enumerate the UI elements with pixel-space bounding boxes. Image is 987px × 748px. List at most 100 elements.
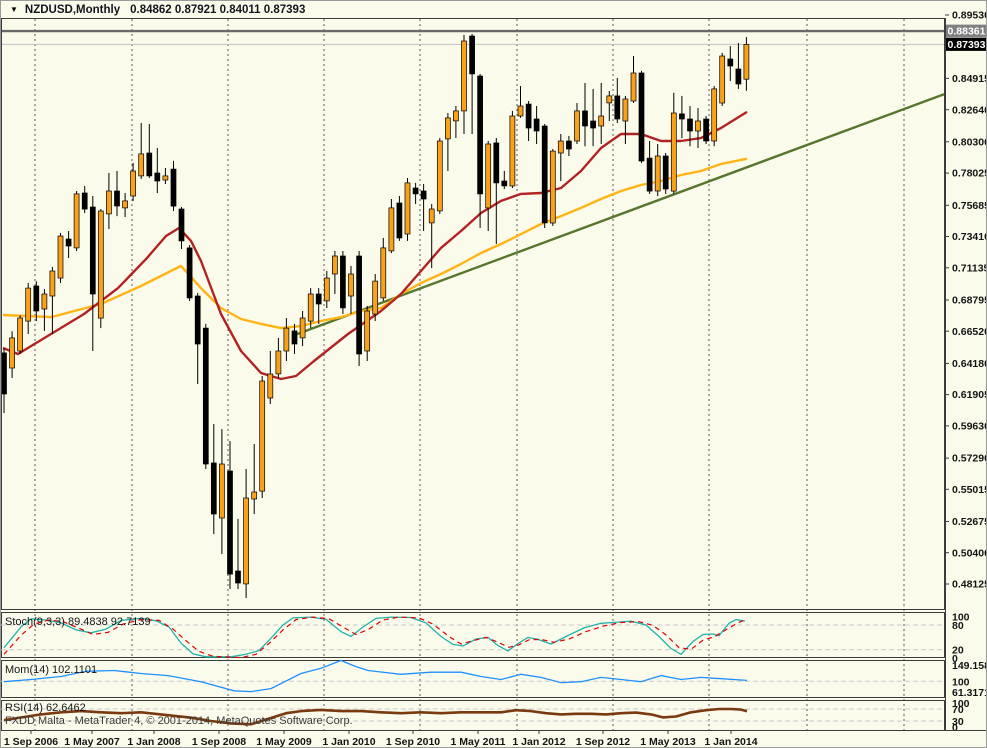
candle xyxy=(727,58,734,67)
candle xyxy=(436,140,443,212)
candle xyxy=(461,40,467,112)
price-axis: 0.89530 0.84915 0.82640 0.80300 0.78025 0.756… xyxy=(945,10,987,591)
candle xyxy=(364,310,371,352)
candle xyxy=(97,210,104,319)
candle xyxy=(533,118,540,132)
candle xyxy=(646,157,653,192)
price-axis-label: 0.66520 xyxy=(952,326,987,338)
candle xyxy=(33,285,40,312)
candle xyxy=(194,295,201,345)
candle xyxy=(574,110,580,142)
stoch-axis-label: 0 xyxy=(952,653,958,665)
candle xyxy=(235,570,241,584)
candle xyxy=(146,152,153,177)
candle xyxy=(283,327,290,352)
candle xyxy=(332,255,338,275)
price-axis-label: 0.68795 xyxy=(952,295,987,307)
candle xyxy=(509,115,516,187)
candle xyxy=(420,190,427,200)
price-axis-label: 0.61905 xyxy=(952,389,987,401)
candle xyxy=(372,280,379,315)
candle xyxy=(1,352,7,395)
candle xyxy=(202,327,209,465)
price-axis-label: 0.84915 xyxy=(952,73,987,85)
price-axis-label: 0.89530 xyxy=(952,10,987,22)
rsi-axis-label: 30 xyxy=(952,716,964,728)
time-axis-label: 1 Sep 2010 xyxy=(386,736,440,748)
momentum-line xyxy=(3,659,748,693)
bid-price-badge-text: 0.87393 xyxy=(948,39,986,51)
candle xyxy=(356,255,362,355)
price-axis-label: 0.71135 xyxy=(952,262,987,274)
candle xyxy=(170,168,177,207)
candle xyxy=(65,238,72,247)
stoch-axis-label: 20 xyxy=(952,645,964,657)
candle xyxy=(493,142,500,184)
candle xyxy=(210,462,217,515)
candle xyxy=(162,175,169,181)
candles-layer xyxy=(1,34,750,598)
main-chart-border xyxy=(1,18,945,610)
uptrend-line[interactable] xyxy=(295,93,945,336)
candle xyxy=(348,273,354,297)
candle xyxy=(566,140,572,150)
time-axis-label: 1 Sep 2008 xyxy=(192,736,246,748)
period-separators xyxy=(34,19,905,730)
bid-price-badge: 0.87393 xyxy=(946,37,986,51)
candle xyxy=(219,463,225,519)
momentum-axis-label: 100 xyxy=(952,676,970,688)
time-axis-label: 1 May 2013 xyxy=(640,736,696,748)
candle xyxy=(711,88,718,142)
candle xyxy=(315,293,322,305)
rsi-axis-label: 100 xyxy=(952,698,970,710)
candle xyxy=(590,120,596,129)
candle xyxy=(106,190,112,215)
candle xyxy=(670,112,677,192)
rsi-label: RSI(14) 62.6462 xyxy=(5,702,86,714)
time-axis-label: 1 Jan 2014 xyxy=(704,736,757,748)
candle xyxy=(598,115,605,127)
candle xyxy=(453,110,459,122)
ma-fast-line xyxy=(2,110,748,381)
candle xyxy=(428,208,435,224)
candle xyxy=(178,208,185,242)
candle xyxy=(57,235,64,279)
candle xyxy=(541,125,548,224)
candle xyxy=(122,200,128,209)
candle xyxy=(259,380,266,492)
candle xyxy=(412,187,419,195)
price-axis-label: 0.78025 xyxy=(952,168,987,180)
price-axis-label: 0.59630 xyxy=(952,421,987,433)
symbol-period-label: NZDUSD,Monthly xyxy=(24,3,121,16)
candle xyxy=(9,337,15,369)
time-axis-label: 1 Sep 2012 xyxy=(576,736,630,748)
momentum-axis-label: 61.3171 xyxy=(952,687,987,699)
candle xyxy=(687,118,693,132)
candle xyxy=(186,247,193,299)
candle xyxy=(396,202,403,239)
candle xyxy=(267,373,274,399)
chart-menu-dropdown-icon[interactable]: ▼ xyxy=(10,5,18,14)
candle xyxy=(501,180,508,187)
candle xyxy=(291,330,298,345)
price-axis-label: 0.57290 xyxy=(952,453,987,465)
candle xyxy=(582,110,588,127)
chart-title-bar: ▼ NZDUSD,Monthly 0.84862 0.87921 0.84011… xyxy=(1,1,986,18)
candle xyxy=(251,491,258,500)
candle xyxy=(388,207,395,252)
candle xyxy=(130,170,136,197)
candle xyxy=(485,143,492,209)
time-axis-label: 1 May 2011 xyxy=(451,736,506,748)
candle xyxy=(735,68,742,85)
candle xyxy=(17,317,23,352)
candle xyxy=(557,140,564,154)
candle xyxy=(477,75,483,195)
resistance-price-badge: 0.88361 xyxy=(946,24,986,38)
watermark: FXDD Malta - MetaTrader 4, © 2001-2014, … xyxy=(5,715,353,727)
candle xyxy=(517,105,524,117)
